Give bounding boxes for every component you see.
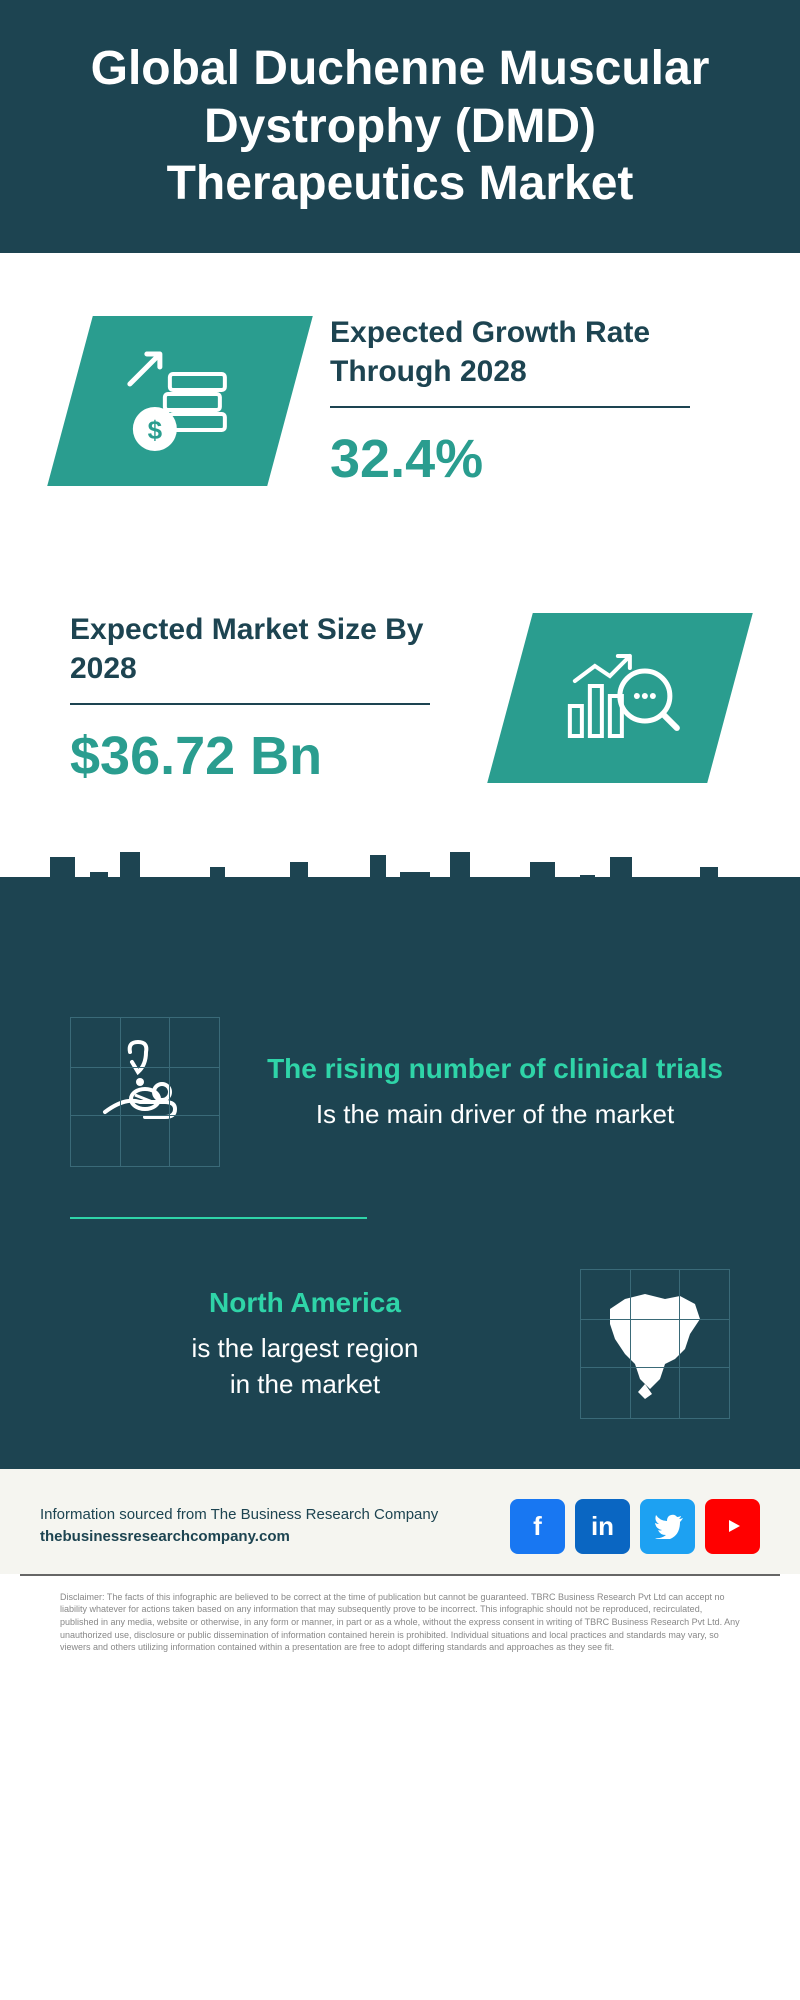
facebook-icon[interactable]: f: [510, 1499, 565, 1554]
divider: [70, 703, 430, 705]
chart-magnify-icon: [555, 636, 685, 761]
region-highlight: North America: [70, 1285, 540, 1321]
market-icon-container: [487, 613, 753, 783]
market-size-section: Expected Market Size By 2028 $36.72 Bn: [0, 550, 800, 847]
driver-row: The rising number of clinical trials Is …: [70, 1017, 730, 1167]
north-america-map-container: [580, 1269, 730, 1419]
divider: [330, 406, 690, 408]
growth-label: Expected Growth Rate Through 2028: [330, 313, 730, 391]
footer: Information sourced from The Business Re…: [0, 1469, 800, 1574]
driver-highlight: The rising number of clinical trials: [260, 1051, 730, 1087]
market-size-value: $36.72 Bn: [70, 725, 470, 787]
market-size-stat-block: Expected Market Size By 2028 $36.72 Bn: [70, 610, 470, 787]
region-row: North America is the largest region in t…: [70, 1269, 730, 1419]
region-subtext-1: is the largest region: [70, 1330, 540, 1366]
clinical-trials-icon-container: [70, 1017, 220, 1167]
growth-stat-block: Expected Growth Rate Through 2028 32.4%: [330, 313, 730, 490]
footer-text: Information sourced from The Business Re…: [40, 1504, 438, 1549]
header-title: Global Duchenne Muscular Dystrophy (DMD)…: [0, 0, 800, 253]
growth-section: $ Expected Growth Rate Through 2028 32.4…: [0, 253, 800, 550]
driver-text-block: The rising number of clinical trials Is …: [260, 1051, 730, 1132]
source-link[interactable]: thebusinessresearchcompany.com: [40, 1526, 438, 1549]
teal-divider: [70, 1217, 367, 1219]
dark-section: The rising number of clinical trials Is …: [0, 967, 800, 1469]
social-icons: f in: [510, 1499, 760, 1554]
twitter-icon[interactable]: [640, 1499, 695, 1554]
svg-text:$: $: [148, 415, 163, 445]
youtube-icon[interactable]: [705, 1499, 760, 1554]
pills-hand-icon: [90, 1037, 200, 1147]
growth-icon-container: $: [47, 316, 313, 486]
skyline-decoration: [0, 847, 800, 967]
linkedin-icon[interactable]: in: [575, 1499, 630, 1554]
region-subtext-2: in the market: [70, 1366, 540, 1402]
disclaimer-text: Disclaimer: The facts of this infographi…: [20, 1574, 780, 1684]
north-america-map-icon: [590, 1284, 720, 1404]
market-size-label: Expected Market Size By 2028: [70, 610, 470, 688]
source-text: Information sourced from The Business Re…: [40, 1504, 438, 1527]
driver-subtext: Is the main driver of the market: [260, 1096, 730, 1132]
region-text-block: North America is the largest region in t…: [70, 1285, 540, 1402]
growth-value: 32.4%: [330, 428, 730, 490]
money-growth-icon: $: [115, 339, 245, 464]
